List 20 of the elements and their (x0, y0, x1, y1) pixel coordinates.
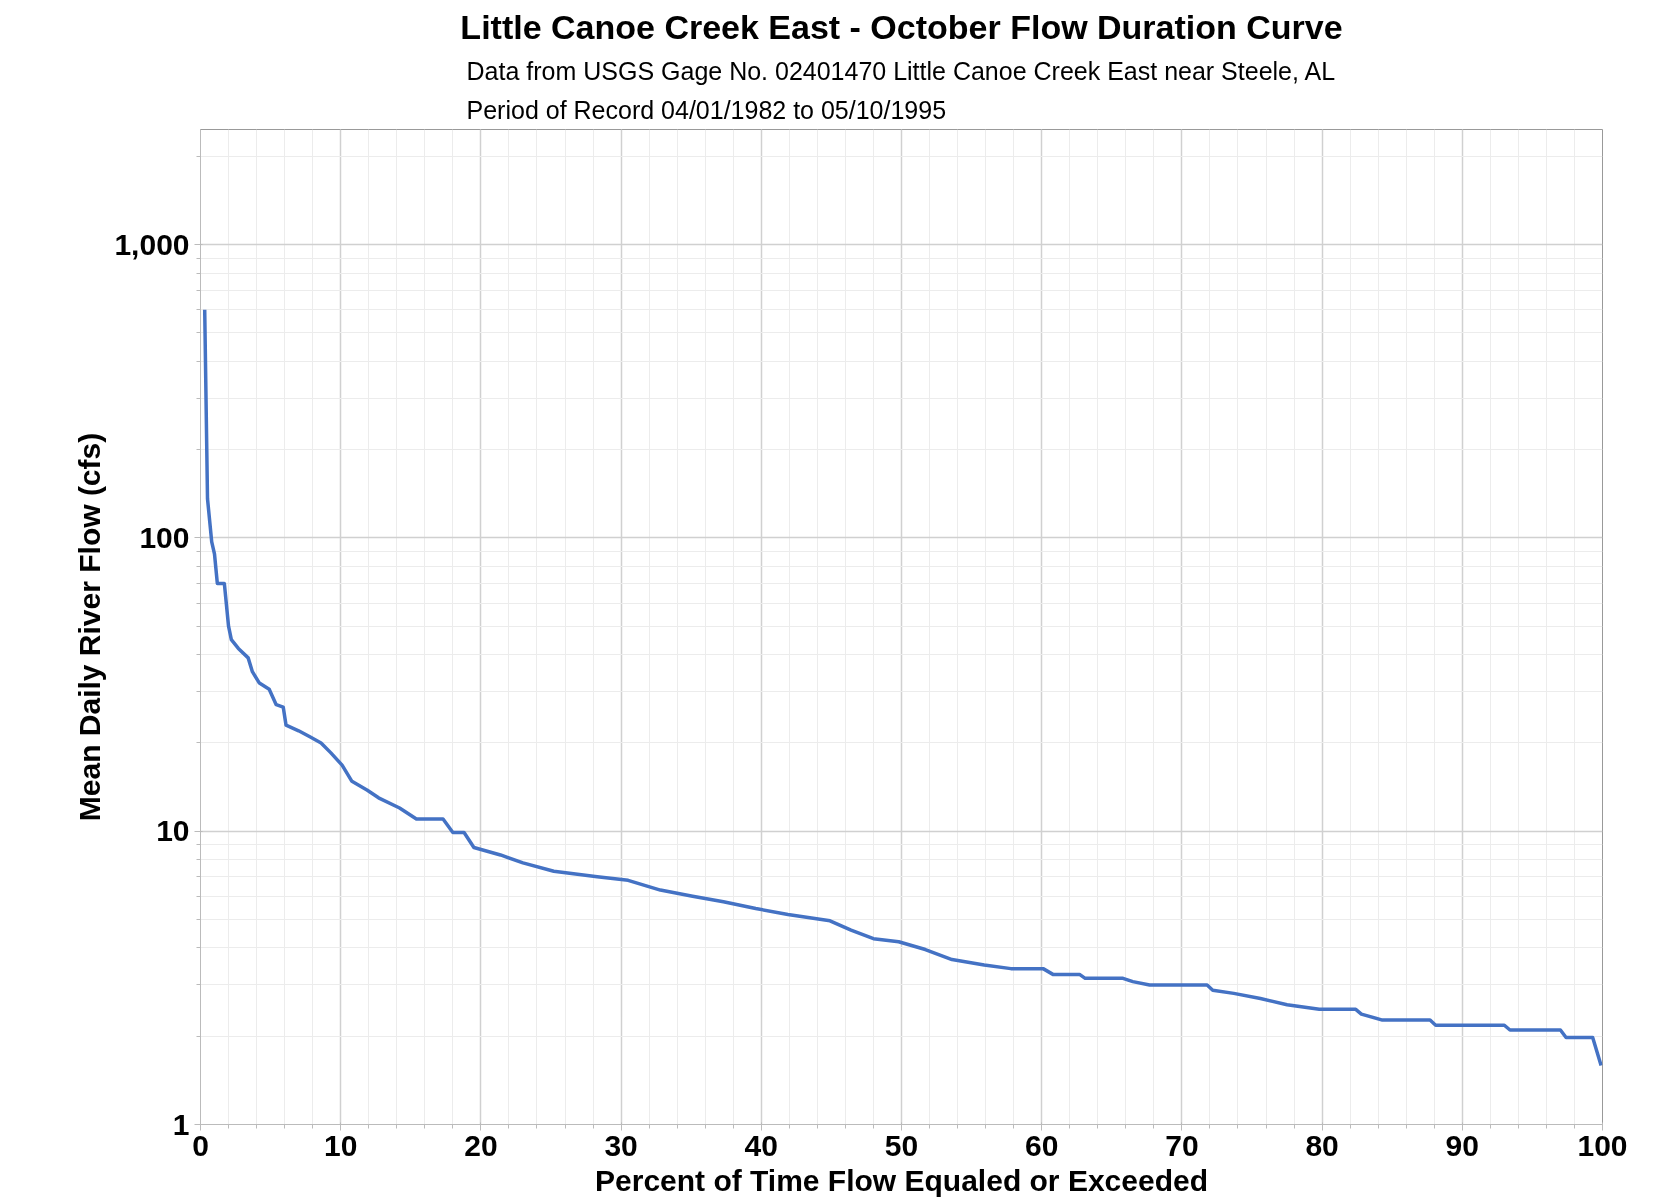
x-tick-label: 90 (1445, 1128, 1479, 1162)
y-tick-label: 1,000 (114, 227, 190, 261)
chart-subtitle: Data from USGS Gage No. 02401470 Little Canoe Creek East near Steele, AL Period of Record 04/01/1982 to 05/10/1995 (466, 57, 1336, 125)
x-tick-label: 20 (464, 1128, 498, 1162)
x-tick-label: 80 (1305, 1128, 1339, 1162)
x-tick-label: 50 (884, 1128, 919, 1162)
chart-title: Little Canoe Creek East - October Flow Duration Curve (460, 7, 1343, 46)
x-tick-label: 10 (324, 1128, 358, 1162)
x-tick-label: 40 (744, 1128, 778, 1162)
x-tick-label: 70 (1165, 1128, 1199, 1162)
y-tick-label: 10 (156, 814, 190, 848)
x-axis-title: Percent of Time Flow Equaled or Exceeded (595, 1163, 1208, 1197)
x-tick-label: 60 (1025, 1128, 1059, 1162)
y-axis-title: Mean Daily River Flow (cfs) (73, 432, 107, 822)
x-tick-label: 30 (604, 1128, 638, 1162)
x-tick-label: 0 (192, 1128, 209, 1162)
y-tick-label: 1 (172, 1107, 190, 1141)
x-tick-label: 100 (1577, 1128, 1628, 1162)
line-series (202, 307, 1603, 1068)
y-tick-label: 100 (139, 520, 190, 554)
